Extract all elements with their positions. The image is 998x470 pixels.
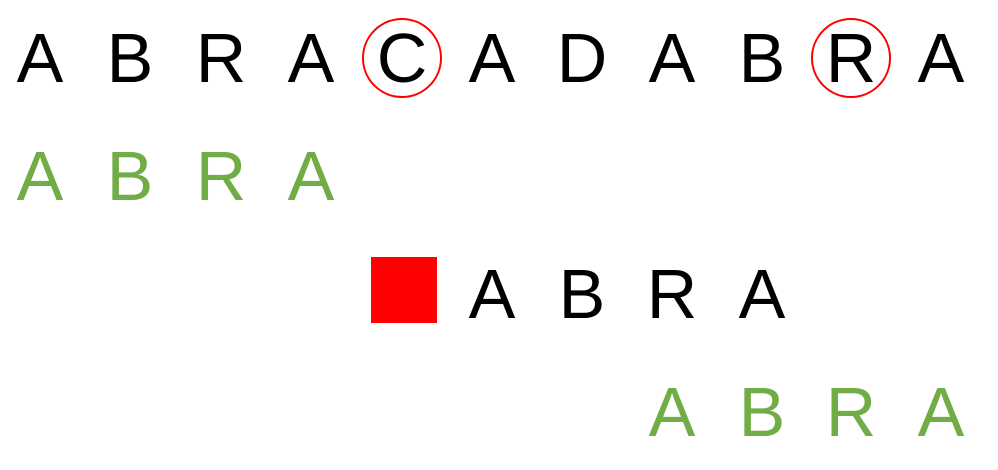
pattern-letter: A — [452, 254, 532, 334]
text-letter-circled: C — [362, 18, 442, 98]
pattern-letter: A — [722, 254, 802, 334]
pattern-letter: A — [901, 372, 981, 452]
pattern-letter: B — [542, 254, 622, 334]
pattern-letter: R — [811, 372, 891, 452]
text-letter: B — [722, 18, 802, 98]
pattern-letter: A — [632, 372, 712, 452]
pattern-letter: R — [632, 254, 712, 334]
text-letter: A — [632, 18, 712, 98]
text-letter: D — [542, 18, 622, 98]
text-letter: A — [901, 18, 981, 98]
pattern-letter: B — [722, 372, 802, 452]
text-letter: A — [0, 18, 80, 98]
text-letter: A — [452, 18, 532, 98]
text-letter: R — [181, 18, 261, 98]
pattern-letter: B — [90, 136, 170, 216]
pattern-letter: A — [271, 136, 351, 216]
mismatch-square — [371, 257, 437, 323]
text-letter: B — [90, 18, 170, 98]
pattern-letter: R — [181, 136, 261, 216]
text-letter-circled: R — [811, 18, 891, 98]
text-letter: A — [271, 18, 351, 98]
pattern-letter: A — [0, 136, 80, 216]
